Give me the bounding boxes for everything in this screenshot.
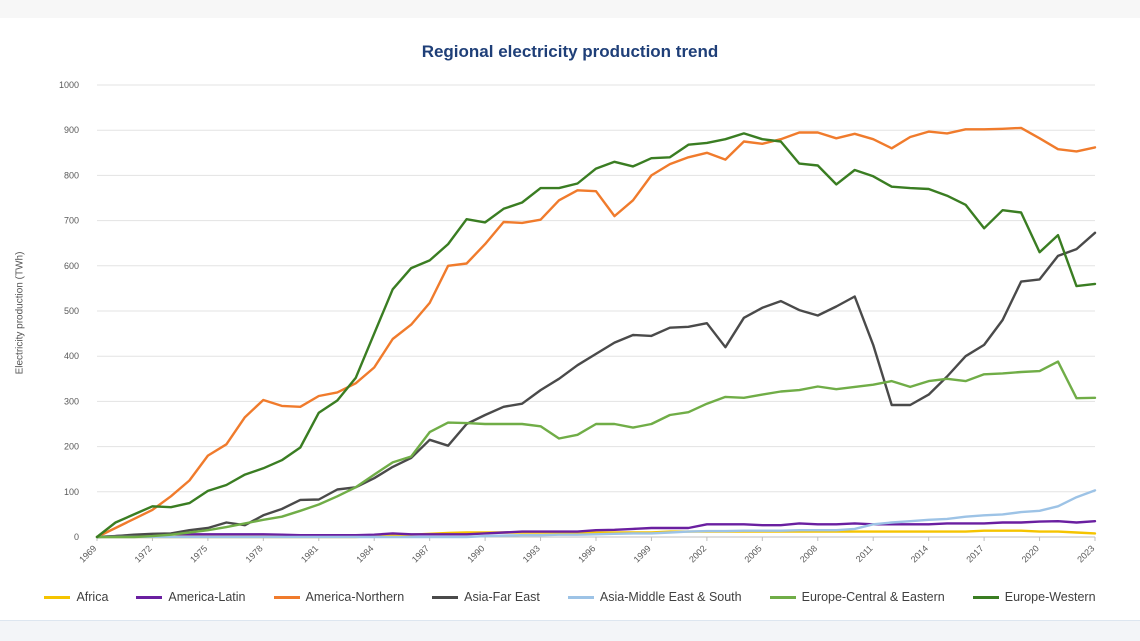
x-tick-label: 1990 <box>465 543 486 564</box>
legend-label: Europe-Central & Eastern <box>801 590 945 604</box>
x-tick-label: 1975 <box>188 543 209 564</box>
legend-swatch <box>432 595 459 599</box>
legend: Africa America-Latin America-Northern Asia-… <box>0 590 1140 604</box>
chart-title: Regional electricity production trend <box>421 42 719 61</box>
x-tick-label: 1996 <box>576 543 597 564</box>
x-tick-label: 1978 <box>244 543 265 564</box>
y-tick-label: 0 <box>74 532 79 542</box>
legend-swatch <box>972 595 999 599</box>
top-band <box>0 0 1140 18</box>
legend-swatch <box>567 595 594 599</box>
x-tick-label: 2011 <box>854 543 875 564</box>
legend-item: Asia-Far East <box>432 590 540 604</box>
x-tick-label: 2020 <box>1020 543 1041 564</box>
legend-item: Africa <box>44 590 108 604</box>
legend-label: Asia-Far East <box>464 590 540 604</box>
x-tick-label: 2002 <box>687 543 708 564</box>
x-tick-label: 2023 <box>1075 543 1096 564</box>
legend-label: America-Latin <box>168 590 246 604</box>
y-tick-label: 400 <box>64 351 79 361</box>
x-tick-label: 1984 <box>354 543 375 564</box>
y-tick-label: 600 <box>64 261 79 271</box>
series-line-america-northern <box>95 126 1097 539</box>
legend-swatch <box>769 595 796 599</box>
legend-label: America-Northern <box>305 590 405 604</box>
series-line-europe-western <box>95 132 1097 539</box>
y-tick-label: 700 <box>64 216 79 226</box>
x-tick-label: 2017 <box>964 543 985 564</box>
y-tick-label: 200 <box>64 442 79 452</box>
series-line-asia-far-east <box>95 231 1097 539</box>
x-tick-label: 1981 <box>299 543 320 564</box>
x-tick-label: 1987 <box>410 543 431 564</box>
x-tick-label: 2008 <box>798 543 819 564</box>
series-lines <box>95 126 1097 539</box>
legend-swatch <box>44 595 71 599</box>
x-tick-label: 1999 <box>632 543 653 564</box>
y-tick-label: 100 <box>64 487 79 497</box>
x-tick-labels: 1969 1972 1975 1978 1981 1984 1987 1990 1993 1996… <box>77 537 1096 565</box>
x-tick-label: 1993 <box>521 543 542 564</box>
legend-label: Asia-Middle East & South <box>599 590 742 604</box>
legend-item: America-Northern <box>273 590 405 604</box>
x-tick-label: 2005 <box>743 543 764 564</box>
legend-item: Asia-Middle East & South <box>567 590 742 604</box>
series-line-america-latin <box>95 520 1097 539</box>
y-tick-label: 900 <box>64 125 79 135</box>
series-line-europe-central-eastern <box>95 360 1097 539</box>
legend-item: America-Latin <box>136 590 246 604</box>
x-tick-label: 1969 <box>77 543 98 564</box>
y-tick-label: 500 <box>64 306 79 316</box>
legend-swatch <box>273 595 300 599</box>
y-tick-label: 300 <box>64 396 79 406</box>
y-tick-label: 1000 <box>59 80 79 90</box>
x-tick-label: 1972 <box>133 543 154 564</box>
x-tick-label: 2014 <box>909 543 930 564</box>
legend-item: Europe-Western <box>972 590 1096 604</box>
y-tick-label: 800 <box>64 170 79 180</box>
legend-swatch <box>136 595 163 599</box>
y-tick-labels: 0 100 200 300 400 500 600 700 800 900 1000 <box>59 80 79 542</box>
bottom-band <box>0 620 1140 641</box>
legend-label: Africa <box>76 590 109 604</box>
gridlines <box>97 84 1095 538</box>
legend-label: Europe-Western <box>1004 590 1096 604</box>
legend-item: Europe-Central & Eastern <box>769 590 945 604</box>
series-line-asia-middle-east-south <box>95 489 1097 539</box>
